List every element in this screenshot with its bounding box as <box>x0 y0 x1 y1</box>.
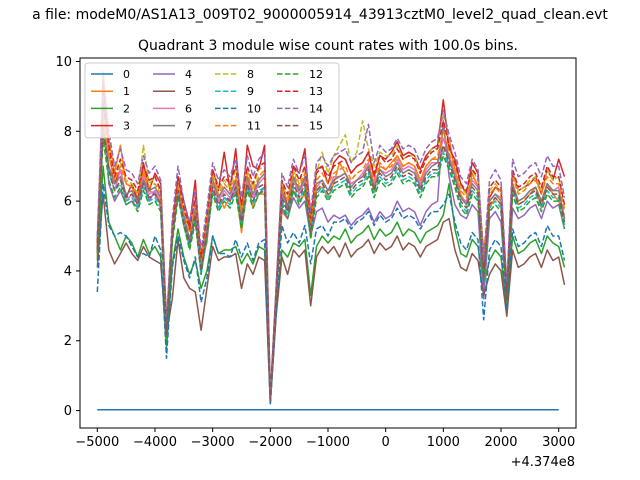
legend-label: 13 <box>309 85 323 98</box>
x-tick-label: −3000 <box>191 435 235 450</box>
x-tick-label: 3000 <box>542 435 575 450</box>
series-line-10 <box>96 182 566 405</box>
figure-suptitle: a file: modeM0/AS1A13_009T02_9000005914_… <box>32 7 608 23</box>
legend-label: 5 <box>185 85 192 98</box>
x-tick-label: −4000 <box>133 435 177 450</box>
legend-label: 8 <box>247 68 254 81</box>
series-line-14 <box>96 78 566 398</box>
x-offset-label: +4.374e8 <box>511 455 575 470</box>
legend-label: 1 <box>123 85 130 98</box>
legend-label: 10 <box>247 102 261 115</box>
axes-title: Quadrant 3 module wise count rates with … <box>138 38 518 54</box>
series-line-12 <box>96 137 566 401</box>
x-axis: −5000 −4000 −3000 −2000 −1000 0 1000 2000 3000 <box>75 428 575 450</box>
series-line-13 <box>96 102 566 401</box>
legend-label: 7 <box>185 120 192 133</box>
legend-label: 0 <box>123 68 130 81</box>
legend-label: 15 <box>309 120 323 133</box>
x-tick-label: −5000 <box>75 435 119 450</box>
legend-label: 3 <box>123 120 130 133</box>
legend-box <box>84 62 340 139</box>
x-tick-label: −1000 <box>306 435 350 450</box>
y-axis: 0 2 4 6 8 10 <box>55 55 80 419</box>
y-tick-label: 6 <box>64 195 72 210</box>
y-tick-label: 0 <box>64 404 72 419</box>
x-tick-label: 2000 <box>484 435 517 450</box>
legend-label: 2 <box>123 102 130 115</box>
legend-label: 9 <box>247 85 254 98</box>
series-lines <box>96 71 566 411</box>
series-line-5 <box>96 193 566 405</box>
legend-label: 12 <box>309 68 323 81</box>
x-tick-label: −2000 <box>248 435 292 450</box>
legend-label: 11 <box>247 120 261 133</box>
y-tick-label: 4 <box>64 264 72 279</box>
series-line-15 <box>96 127 566 401</box>
y-tick-label: 2 <box>64 334 72 349</box>
x-tick-label: 0 <box>382 435 390 450</box>
x-tick-label: 1000 <box>427 435 460 450</box>
y-tick-label: 10 <box>55 55 72 70</box>
series-line-2 <box>96 165 566 405</box>
legend-label: 14 <box>309 102 323 115</box>
y-tick-label: 8 <box>64 125 72 140</box>
legend-label: 4 <box>185 68 192 81</box>
legend-label: 6 <box>185 102 192 115</box>
